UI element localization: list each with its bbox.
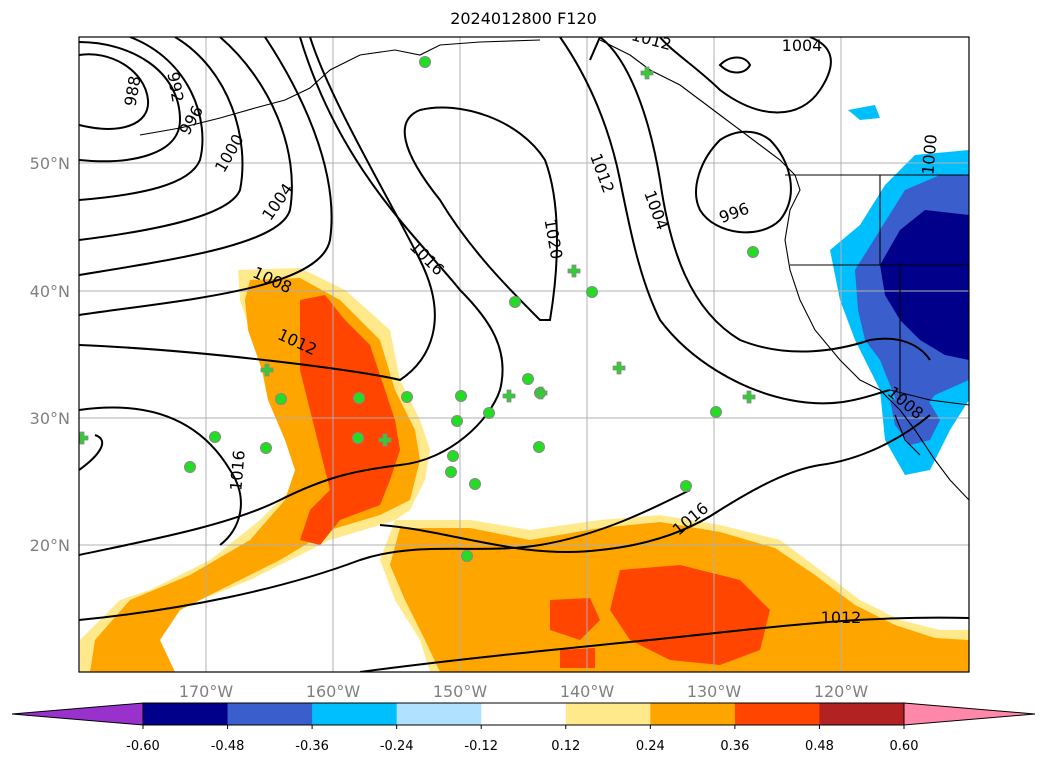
lon-label: 170°W	[179, 682, 234, 701]
colorbar-segment	[819, 703, 905, 725]
colorbar-segment	[734, 703, 820, 725]
lat-label: 20°N	[30, 536, 70, 555]
station-cross-markers	[79, 66, 756, 447]
lon-label: 150°W	[433, 682, 488, 701]
station-markers	[184, 56, 759, 562]
longitude-labels: 170°W 160°W 150°W 140°W 130°W 120°W	[179, 682, 869, 701]
map-title: 2024012800 F120	[450, 9, 597, 28]
colorbar-segment	[396, 703, 482, 725]
colorbar-tick-label: -0.24	[380, 739, 414, 754]
colorbar-high-extend	[903, 702, 1036, 726]
lon-label: 130°W	[687, 682, 742, 701]
colorbar-tick-label: -0.48	[211, 739, 245, 754]
lon-label: 140°W	[560, 682, 615, 701]
colorbar: -0.60 -0.48 -0.36 -0.24 -0.12 0.12 0.24 0.36 0.4…	[11, 702, 1036, 754]
colorbar-tick-label: 0.60	[890, 739, 919, 754]
colorbar-low-extend	[11, 702, 144, 726]
colorbar-frame	[142, 702, 905, 726]
colorbar-segment	[227, 703, 313, 725]
pressure-contours	[79, 37, 969, 672]
lat-label: 30°N	[30, 409, 70, 428]
colorbar-tick-label: 0.36	[720, 739, 749, 754]
colorbar-segment	[565, 703, 651, 725]
contour-label: 1012	[821, 608, 862, 627]
colorbar-tick-label: -0.12	[464, 739, 498, 754]
colorbar-tick-label: 0.24	[636, 739, 665, 754]
map-panel: 988 992 996 1000 1004 1008 1012 1016 102…	[79, 36, 969, 672]
lon-label: 160°W	[306, 682, 361, 701]
colorbar-segment	[481, 703, 567, 725]
colorbar-tick-label: 0.12	[551, 739, 580, 754]
colorbar-tick-label: -0.36	[295, 739, 329, 754]
map-frame	[78, 36, 970, 673]
colorbar-segment	[312, 703, 398, 725]
colorbar-segment	[650, 703, 736, 725]
contour-label: 1004	[782, 36, 823, 55]
colorbar-tick-label: -0.60	[126, 739, 160, 754]
lat-label: 40°N	[30, 282, 70, 301]
contour-label: 1000	[918, 133, 940, 175]
colorbar-tick-label: 0.48	[805, 739, 834, 754]
latitude-labels: 50°N 40°N 30°N 20°N	[30, 154, 70, 555]
colorbar-segment	[143, 703, 229, 725]
coastlines	[139, 39, 969, 501]
contour-label: 1016	[226, 449, 248, 491]
lat-label: 50°N	[30, 154, 70, 173]
lon-label: 120°W	[814, 682, 869, 701]
